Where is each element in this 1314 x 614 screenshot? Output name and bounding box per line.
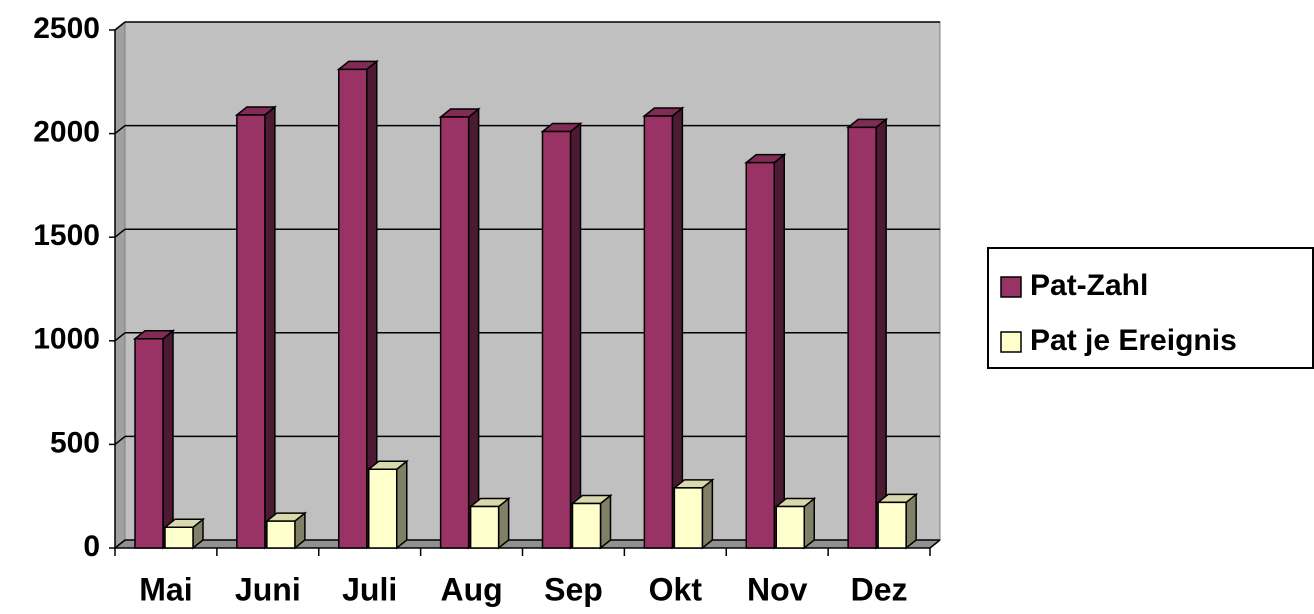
y-tick-label: 1500: [33, 219, 100, 252]
y-tick-label: 2000: [33, 116, 100, 149]
bar-front: [266, 520, 296, 549]
y-tick-label: 0: [83, 530, 100, 563]
grid-line: [114, 228, 126, 238]
x-tick-label: Dez: [851, 571, 908, 607]
bar-side: [905, 492, 917, 550]
bar-side: [773, 153, 785, 550]
legend-swatch: [1000, 331, 1022, 353]
y-tick-label: 2500: [33, 12, 100, 45]
grid-line: [114, 539, 126, 549]
bar: [438, 107, 481, 550]
bar-side: [467, 107, 480, 550]
bar-side: [396, 459, 408, 550]
grid-line: [114, 332, 126, 342]
bar-side: [701, 478, 714, 550]
bar-side: [569, 121, 582, 550]
bar-front: [775, 505, 805, 549]
bar-side: [162, 329, 174, 550]
bar-front: [338, 68, 368, 549]
y-tick-label: 500: [50, 426, 100, 459]
bar-side: [599, 493, 612, 550]
bar-front: [469, 505, 500, 549]
x-tick-label: Sep: [544, 571, 603, 607]
legend-swatch: [1000, 276, 1022, 298]
bar: [132, 329, 176, 550]
bar-front: [439, 116, 470, 549]
bar-front: [368, 468, 398, 549]
bar: [468, 496, 511, 550]
side-wall: [114, 20, 126, 550]
y-tick-label: 1000: [33, 323, 100, 356]
bar-front: [673, 487, 704, 549]
x-tick-label: Juni: [235, 571, 301, 607]
grid-line: [114, 125, 126, 135]
bar-side: [264, 105, 276, 550]
bar: [744, 153, 787, 550]
bar-front: [643, 115, 674, 549]
bar: [162, 517, 206, 550]
bar: [672, 478, 715, 550]
bar: [774, 496, 817, 550]
x-tick: [929, 539, 941, 549]
bar: [642, 106, 685, 550]
x-tick-label: Okt: [649, 571, 703, 607]
x-tick-label: Nov: [747, 571, 808, 607]
x-tick-label: Mai: [139, 571, 192, 607]
legend-label: Pat-Zahl: [1030, 269, 1148, 302]
bar: [570, 493, 613, 550]
bar-front: [236, 114, 266, 549]
legend-label: Pat je Ereignis: [1030, 324, 1237, 357]
bar-front: [134, 337, 164, 549]
legend: [987, 247, 1314, 369]
bar-front: [847, 126, 877, 549]
grid-line: [114, 21, 126, 31]
bar: [336, 59, 379, 550]
bar-front: [541, 130, 572, 549]
x-tick-label: Aug: [440, 571, 502, 607]
bar: [540, 121, 583, 550]
bar: [845, 117, 889, 550]
x-tick-label: Juli: [342, 571, 397, 607]
bar: [875, 492, 919, 550]
bar: [264, 511, 308, 550]
bar-front: [164, 526, 194, 549]
bar: [234, 105, 278, 550]
bar-front: [745, 161, 775, 549]
bar-side: [875, 117, 887, 550]
bar-front: [571, 502, 602, 549]
bar: [366, 459, 409, 550]
grid-line: [114, 435, 126, 445]
bar-front: [877, 501, 907, 549]
